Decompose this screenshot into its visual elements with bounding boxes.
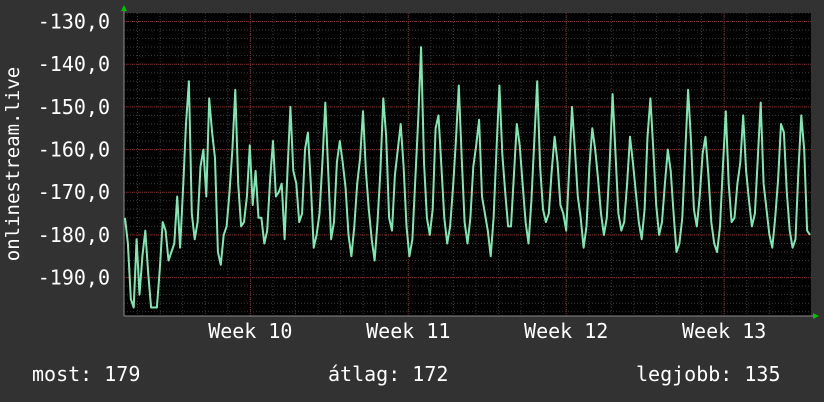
x-tick-label: Week 13: [682, 319, 766, 343]
x-tick-label: Week 10: [208, 319, 292, 343]
series-layer: [124, 46, 811, 309]
y-tick-label: -170,0: [38, 180, 110, 204]
y-tick-label: -130,0: [38, 10, 110, 34]
y-axis-label: onlinestream.live: [2, 67, 24, 261]
grid: [124, 12, 811, 316]
average-stat: átlag: 172: [328, 362, 449, 386]
y-tick-labels: -190,0 -180,0 -170,0 -160,0 -150,0 -140,0 -130…: [38, 10, 110, 290]
x-axis-arrow: [813, 313, 819, 319]
x-tick-label: Week 12: [524, 319, 608, 343]
y-tick-label: -150,0: [38, 95, 110, 119]
x-tick-label: Week 11: [366, 319, 450, 343]
y-tick-label: -140,0: [38, 52, 110, 76]
axes: [121, 5, 819, 319]
best-stat: legjobb: 135: [636, 362, 781, 386]
y-tick-label: -180,0: [38, 223, 110, 247]
x-tick-labels: Week 10 Week 11 Week 12 Week 13: [208, 319, 766, 343]
y-tick-label: -190,0: [38, 266, 110, 290]
y-axis-arrow: [121, 5, 127, 11]
y-tick-label: -160,0: [38, 138, 110, 162]
current-stat: most: 179: [32, 362, 141, 386]
series-line: [124, 46, 811, 309]
